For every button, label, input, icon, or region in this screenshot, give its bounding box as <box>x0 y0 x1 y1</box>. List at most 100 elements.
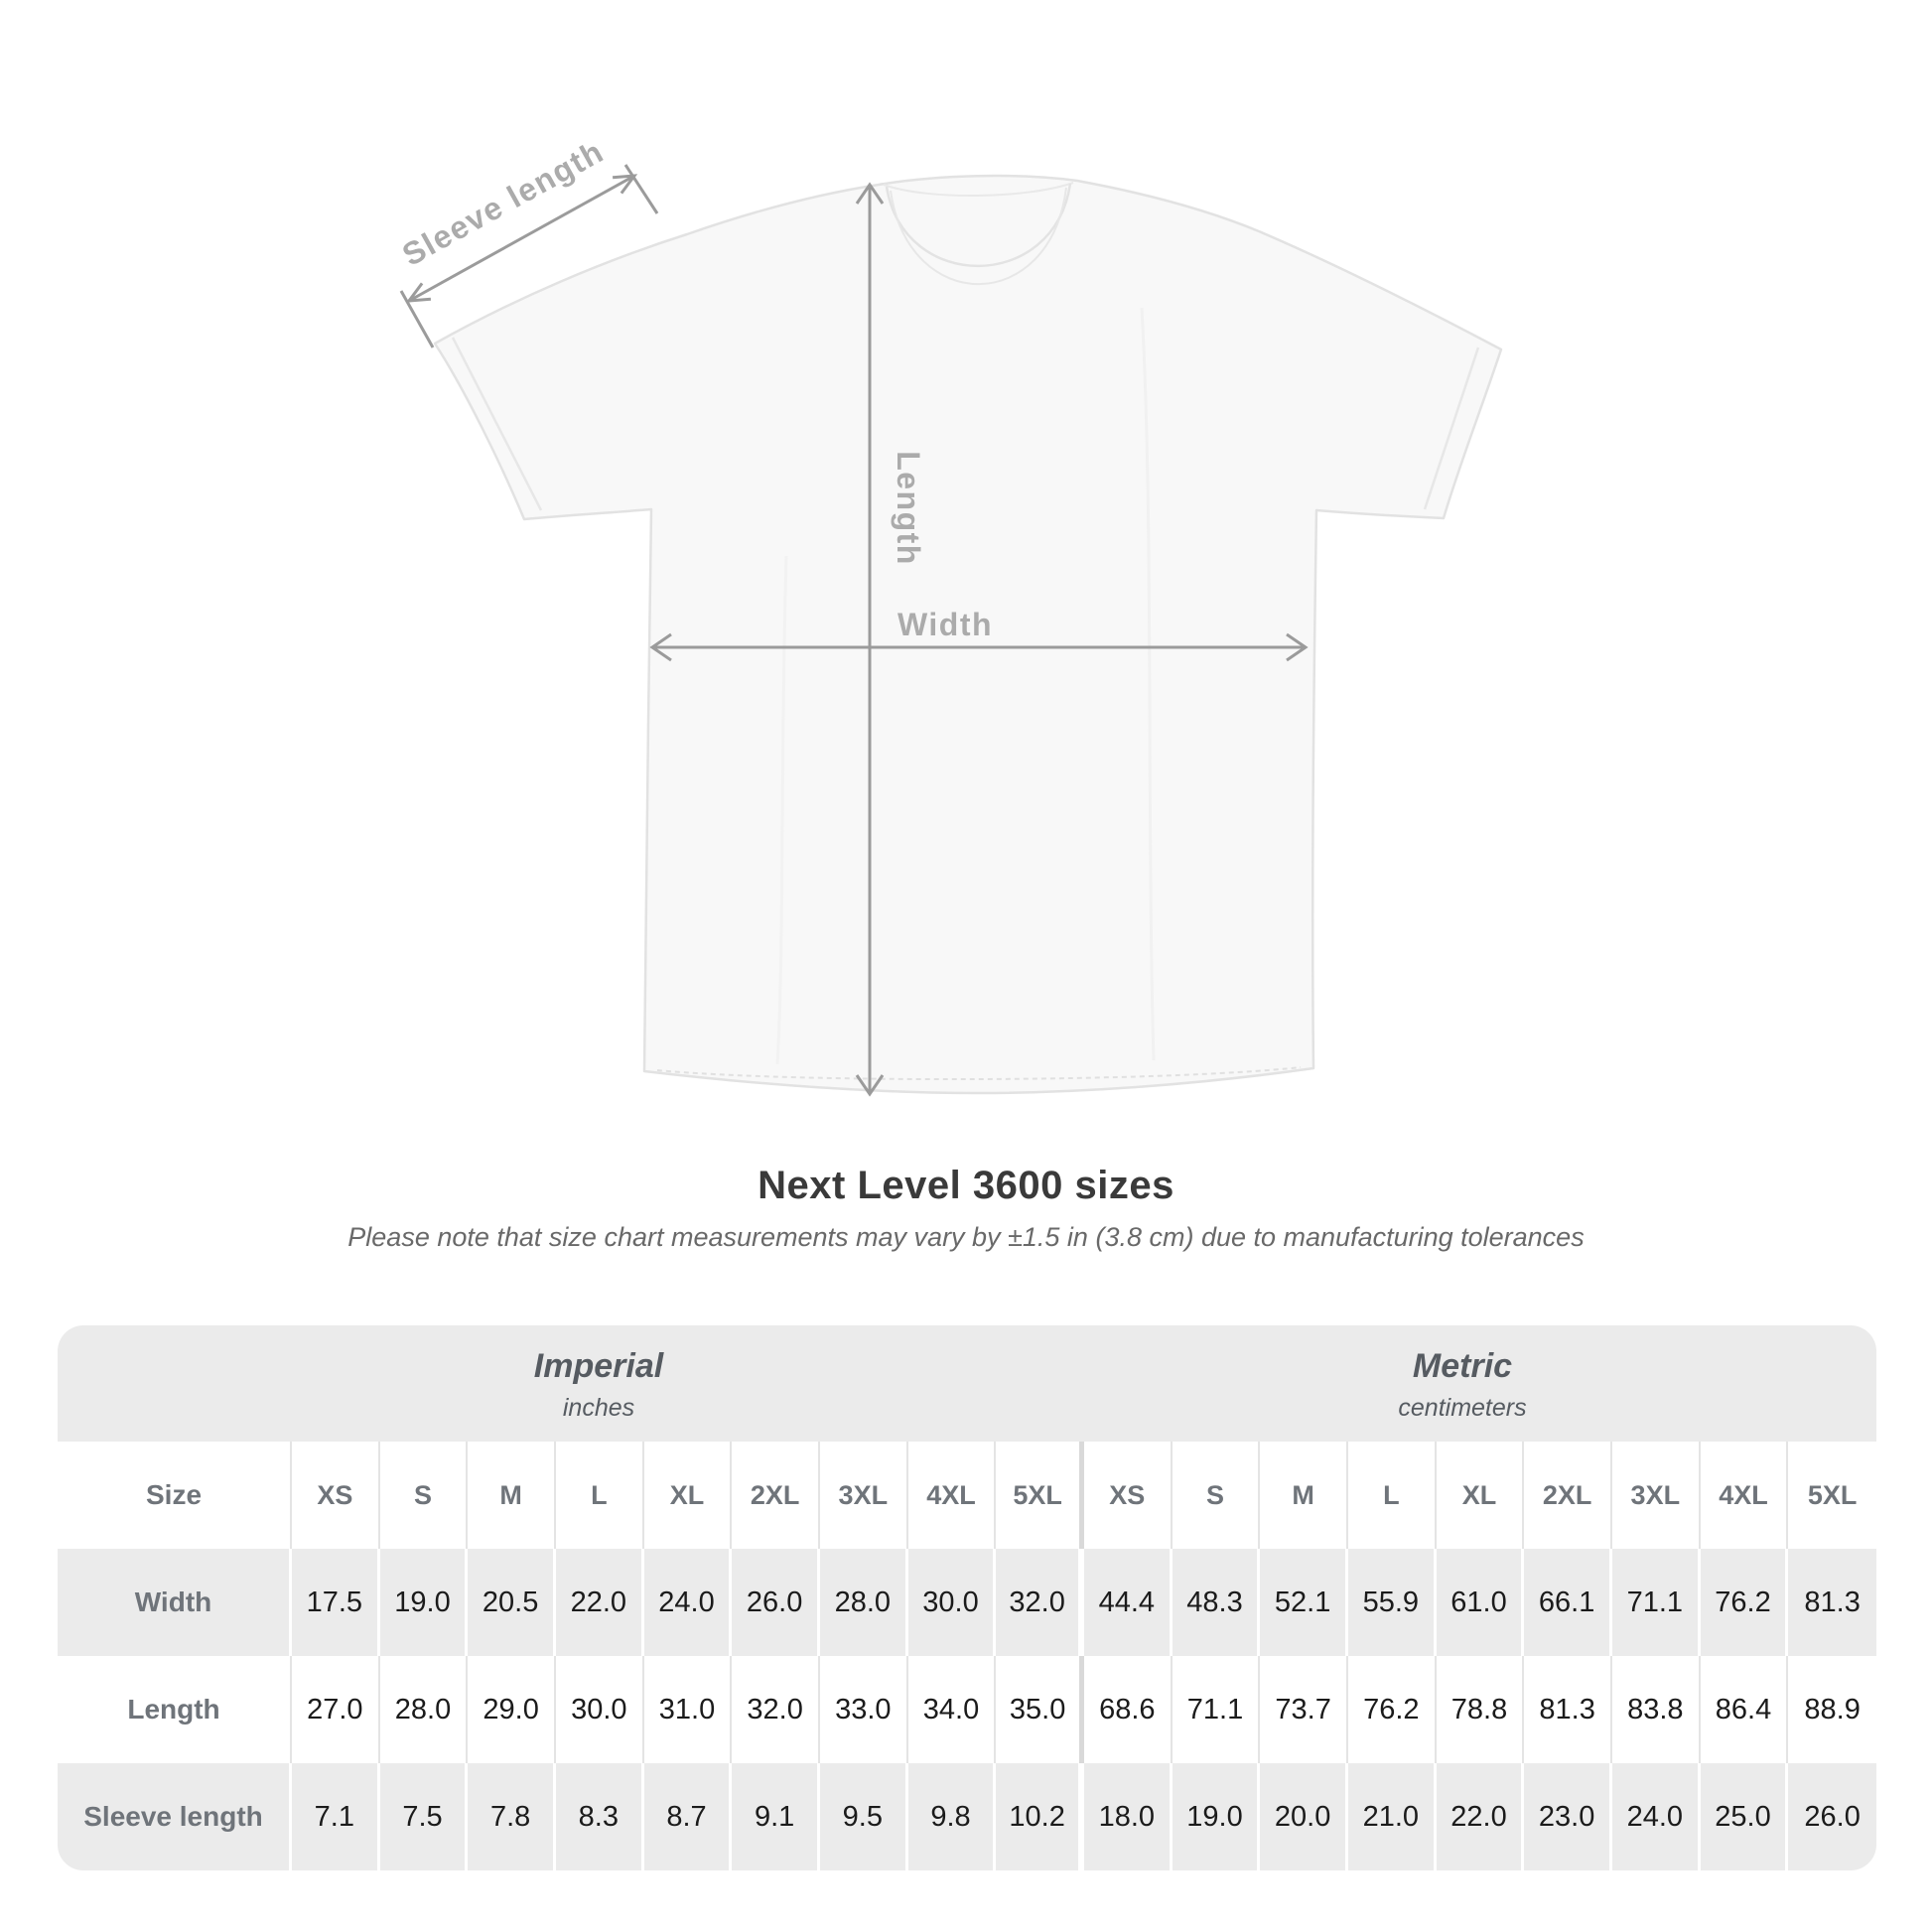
measurement-cell: 27.0 <box>292 1656 380 1763</box>
arrowhead-sleeve-start <box>405 282 432 303</box>
page-title: Next Level 3600 sizes <box>758 1164 1174 1207</box>
tshirt-illustration <box>433 174 1503 1095</box>
arrowhead-right <box>1286 632 1309 662</box>
sleeve-hem-left <box>451 337 543 511</box>
measurement-cell: 71.1 <box>1173 1656 1261 1763</box>
measurement-cell: 32.0 <box>732 1656 820 1763</box>
measurement-cell: 61.0 <box>1437 1549 1525 1656</box>
arrowhead-sleeve-end <box>612 174 638 195</box>
size-col-header: S <box>1173 1442 1261 1549</box>
measurement-cell: 34.0 <box>908 1656 997 1763</box>
measurement-cell: 28.0 <box>820 1549 908 1656</box>
measurement-cell: 31.0 <box>644 1656 733 1763</box>
measurement-cell: 19.0 <box>1173 1763 1261 1870</box>
measurement-cell: 9.5 <box>820 1763 908 1870</box>
size-col-header: 2XL <box>1524 1442 1612 1549</box>
measurement-cell: 19.0 <box>380 1549 469 1656</box>
measurement-cell: 29.0 <box>468 1656 556 1763</box>
size-col-header: L <box>1348 1442 1437 1549</box>
size-col-header: XS <box>1084 1442 1173 1549</box>
measurement-cell: 24.0 <box>644 1549 733 1656</box>
size-col-header: XL <box>644 1442 733 1549</box>
measurement-cell: 9.1 <box>732 1763 820 1870</box>
measurement-cell: 52.1 <box>1260 1549 1348 1656</box>
measurement-cell: 22.0 <box>1437 1763 1525 1870</box>
size-col-header: 4XL <box>908 1442 997 1549</box>
metric-title: Metric <box>1412 1347 1513 1385</box>
measurement-cell: 7.8 <box>468 1763 556 1870</box>
tshirt-diagram: Sleeve length Length Width <box>396 133 1503 1097</box>
sleeve-length-label: Sleeve length <box>396 133 610 273</box>
tshirt-outline <box>433 174 1503 1095</box>
measurement-cell: 10.2 <box>996 1763 1084 1870</box>
sleeve-hem-right <box>1423 346 1480 510</box>
size-header-row: Size XS S M L XL 2XL 3XL 4XL 5XL XS S M L XL 2XL 3XL 4XL 5… <box>58 1442 1876 1549</box>
length-label: Length <box>891 451 926 566</box>
measurement-cell: 24.0 <box>1612 1763 1701 1870</box>
measurement-cell: 20.5 <box>468 1549 556 1656</box>
row-label: Sleeve length <box>58 1763 292 1870</box>
measurement-cell: 26.0 <box>1804 1800 1861 1833</box>
measurement-cell: 35.0 <box>996 1656 1084 1763</box>
measurement-cell: 9.8 <box>908 1763 997 1870</box>
measurement-cell: 88.9 <box>1804 1693 1861 1725</box>
size-col-header: 2XL <box>732 1442 820 1549</box>
size-col-header: 4XL <box>1701 1442 1789 1549</box>
arrowhead-down <box>855 1074 885 1097</box>
measurement-cell: 25.0 <box>1701 1763 1789 1870</box>
measurement-cell: 66.1 <box>1524 1549 1612 1656</box>
table-units-header: Imperial inches Metric centimeters <box>58 1325 1876 1442</box>
size-corner-label: Size <box>58 1442 292 1549</box>
measurement-cell: 81.3 <box>1804 1586 1861 1618</box>
metric-section-header: Metric centimeters <box>1398 1347 1526 1423</box>
arrowhead-up <box>855 182 885 205</box>
measurement-cell: 30.0 <box>556 1656 644 1763</box>
arrowhead-left <box>649 632 672 662</box>
imperial-unit: inches <box>562 1394 635 1422</box>
measurement-cell: 22.0 <box>556 1549 644 1656</box>
collar-back-seam <box>883 182 1074 198</box>
size-col-header: 5XL <box>996 1442 1084 1549</box>
fabric-crease <box>775 555 788 1065</box>
measurement-cell: 8.3 <box>556 1763 644 1870</box>
length-arrow <box>855 182 885 1097</box>
measurement-cell: 83.8 <box>1612 1656 1701 1763</box>
collar-inner-rim <box>885 183 1072 268</box>
measurement-cell: 7.5 <box>380 1763 469 1870</box>
measurement-cell: 73.7 <box>1260 1656 1348 1763</box>
size-col-header: M <box>1260 1442 1348 1549</box>
measurement-cell: 30.0 <box>908 1549 997 1656</box>
row-label: Length <box>58 1656 292 1763</box>
measurement-cell: 71.1 <box>1612 1549 1701 1656</box>
measurement-cell: 78.8 <box>1437 1656 1525 1763</box>
size-col-header: 5XL <box>1807 1479 1858 1510</box>
measurement-cell: 18.0 <box>1084 1763 1173 1870</box>
measurement-cell: 76.2 <box>1348 1656 1437 1763</box>
size-col-header: L <box>556 1442 644 1549</box>
imperial-section-header: Imperial inches <box>534 1347 663 1423</box>
row-label: Width <box>58 1549 292 1656</box>
measurement-cell: 86.4 <box>1701 1656 1789 1763</box>
measurement-cell: 7.1 <box>292 1763 380 1870</box>
size-col-header: S <box>380 1442 469 1549</box>
imperial-title: Imperial <box>533 1347 664 1385</box>
measurement-cell: 48.3 <box>1173 1549 1261 1656</box>
size-col-header: M <box>468 1442 556 1549</box>
length-row: Length 27.0 28.0 29.0 30.0 31.0 32.0 33.0 34.0 35… <box>58 1656 1876 1763</box>
width-label: Width <box>897 607 993 642</box>
measurement-cell: 21.0 <box>1348 1763 1437 1870</box>
measurement-cell: 20.0 <box>1260 1763 1348 1870</box>
size-col-header: XS <box>292 1442 380 1549</box>
measurement-cell: 33.0 <box>820 1656 908 1763</box>
width-arrow <box>649 632 1309 662</box>
measurement-cell: 32.0 <box>996 1549 1084 1656</box>
measurement-cell: 44.4 <box>1084 1549 1173 1656</box>
size-col-header: 3XL <box>1612 1442 1701 1549</box>
measurement-cell: 55.9 <box>1348 1549 1437 1656</box>
width-row: Width 17.5 19.0 20.5 22.0 24.0 26.0 28.0 30.0 32.… <box>58 1549 1876 1656</box>
measurement-cell: 28.0 <box>380 1656 469 1763</box>
measurement-cell: 81.3 <box>1524 1656 1612 1763</box>
witness-tick <box>623 164 659 214</box>
metric-unit: centimeters <box>1398 1394 1527 1422</box>
sleeve-length-arrow <box>399 164 659 348</box>
